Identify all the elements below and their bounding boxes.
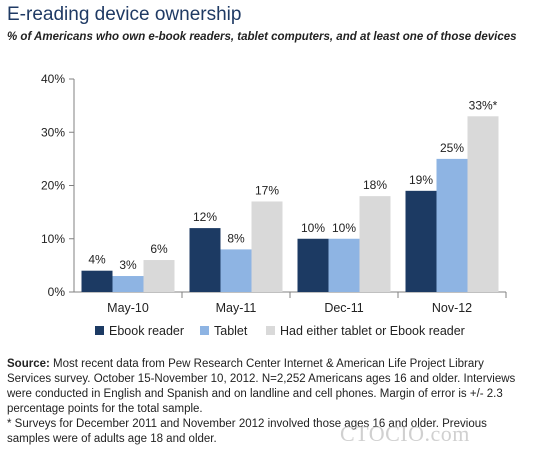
bar-value-label: 8%: [227, 231, 245, 245]
y-tick-label: 40%: [41, 72, 65, 86]
x-category-label: May-10: [107, 301, 149, 315]
source-text: Most recent data from Pew Research Cente…: [7, 358, 516, 415]
bar: [112, 276, 144, 292]
bar: [436, 158, 468, 292]
bar: [359, 196, 391, 292]
bar: [467, 116, 499, 293]
y-tick-label: 30%: [41, 125, 65, 139]
bar: [81, 270, 113, 292]
bar-value-label: 18%: [363, 178, 387, 192]
source-label: Source:: [7, 358, 50, 370]
bar-value-label: 12%: [193, 210, 217, 224]
bar: [297, 238, 329, 292]
bar: [189, 228, 221, 292]
x-category-label: Nov-12: [432, 301, 472, 315]
y-tick-label: 20%: [41, 179, 65, 193]
footnote: * Surveys for December 2011 and November…: [7, 418, 487, 445]
y-tick-label: 10%: [41, 232, 65, 246]
bar: [328, 238, 360, 292]
bar-value-label: 17%: [255, 183, 279, 197]
watermark-logo: CTOCIO.com: [340, 421, 470, 446]
legend-label: Tablet: [214, 324, 248, 338]
bar: [251, 201, 283, 292]
bar: [143, 260, 175, 292]
legend-swatch: [266, 326, 275, 335]
legend-swatch: [95, 326, 104, 335]
bar: [405, 190, 437, 292]
chart-subtitle: % of Americans who own e-book readers, t…: [7, 31, 517, 43]
bar-value-label: 19%: [409, 173, 433, 187]
bar-value-label: 10%: [332, 221, 356, 235]
chart-title: E-reading device ownership: [7, 4, 242, 25]
y-tick-label: 0%: [48, 285, 66, 299]
bar-chart: 0% 10% 20% 30% 40% 4% 3% 6% May-10 12% 8% 17% May-11…: [41, 72, 507, 338]
bar-value-label: 10%: [301, 221, 325, 235]
bar-value-label: 33%*: [469, 98, 498, 112]
x-category-label: May-11: [216, 301, 257, 315]
bar-value-label: 3%: [119, 258, 137, 272]
x-category-label: Dec-11: [324, 301, 363, 315]
bar-value-label: 4%: [88, 253, 106, 267]
source-note: Source: Most recent data from Pew Resear…: [7, 357, 529, 447]
legend-label: Had either tablet or Ebook reader: [280, 324, 465, 338]
legend-label: Ebook reader: [109, 324, 184, 338]
bar: [220, 249, 252, 292]
legend-swatch: [200, 326, 209, 335]
bar-value-label: 25%: [440, 141, 464, 155]
bar-value-label: 6%: [150, 242, 168, 256]
